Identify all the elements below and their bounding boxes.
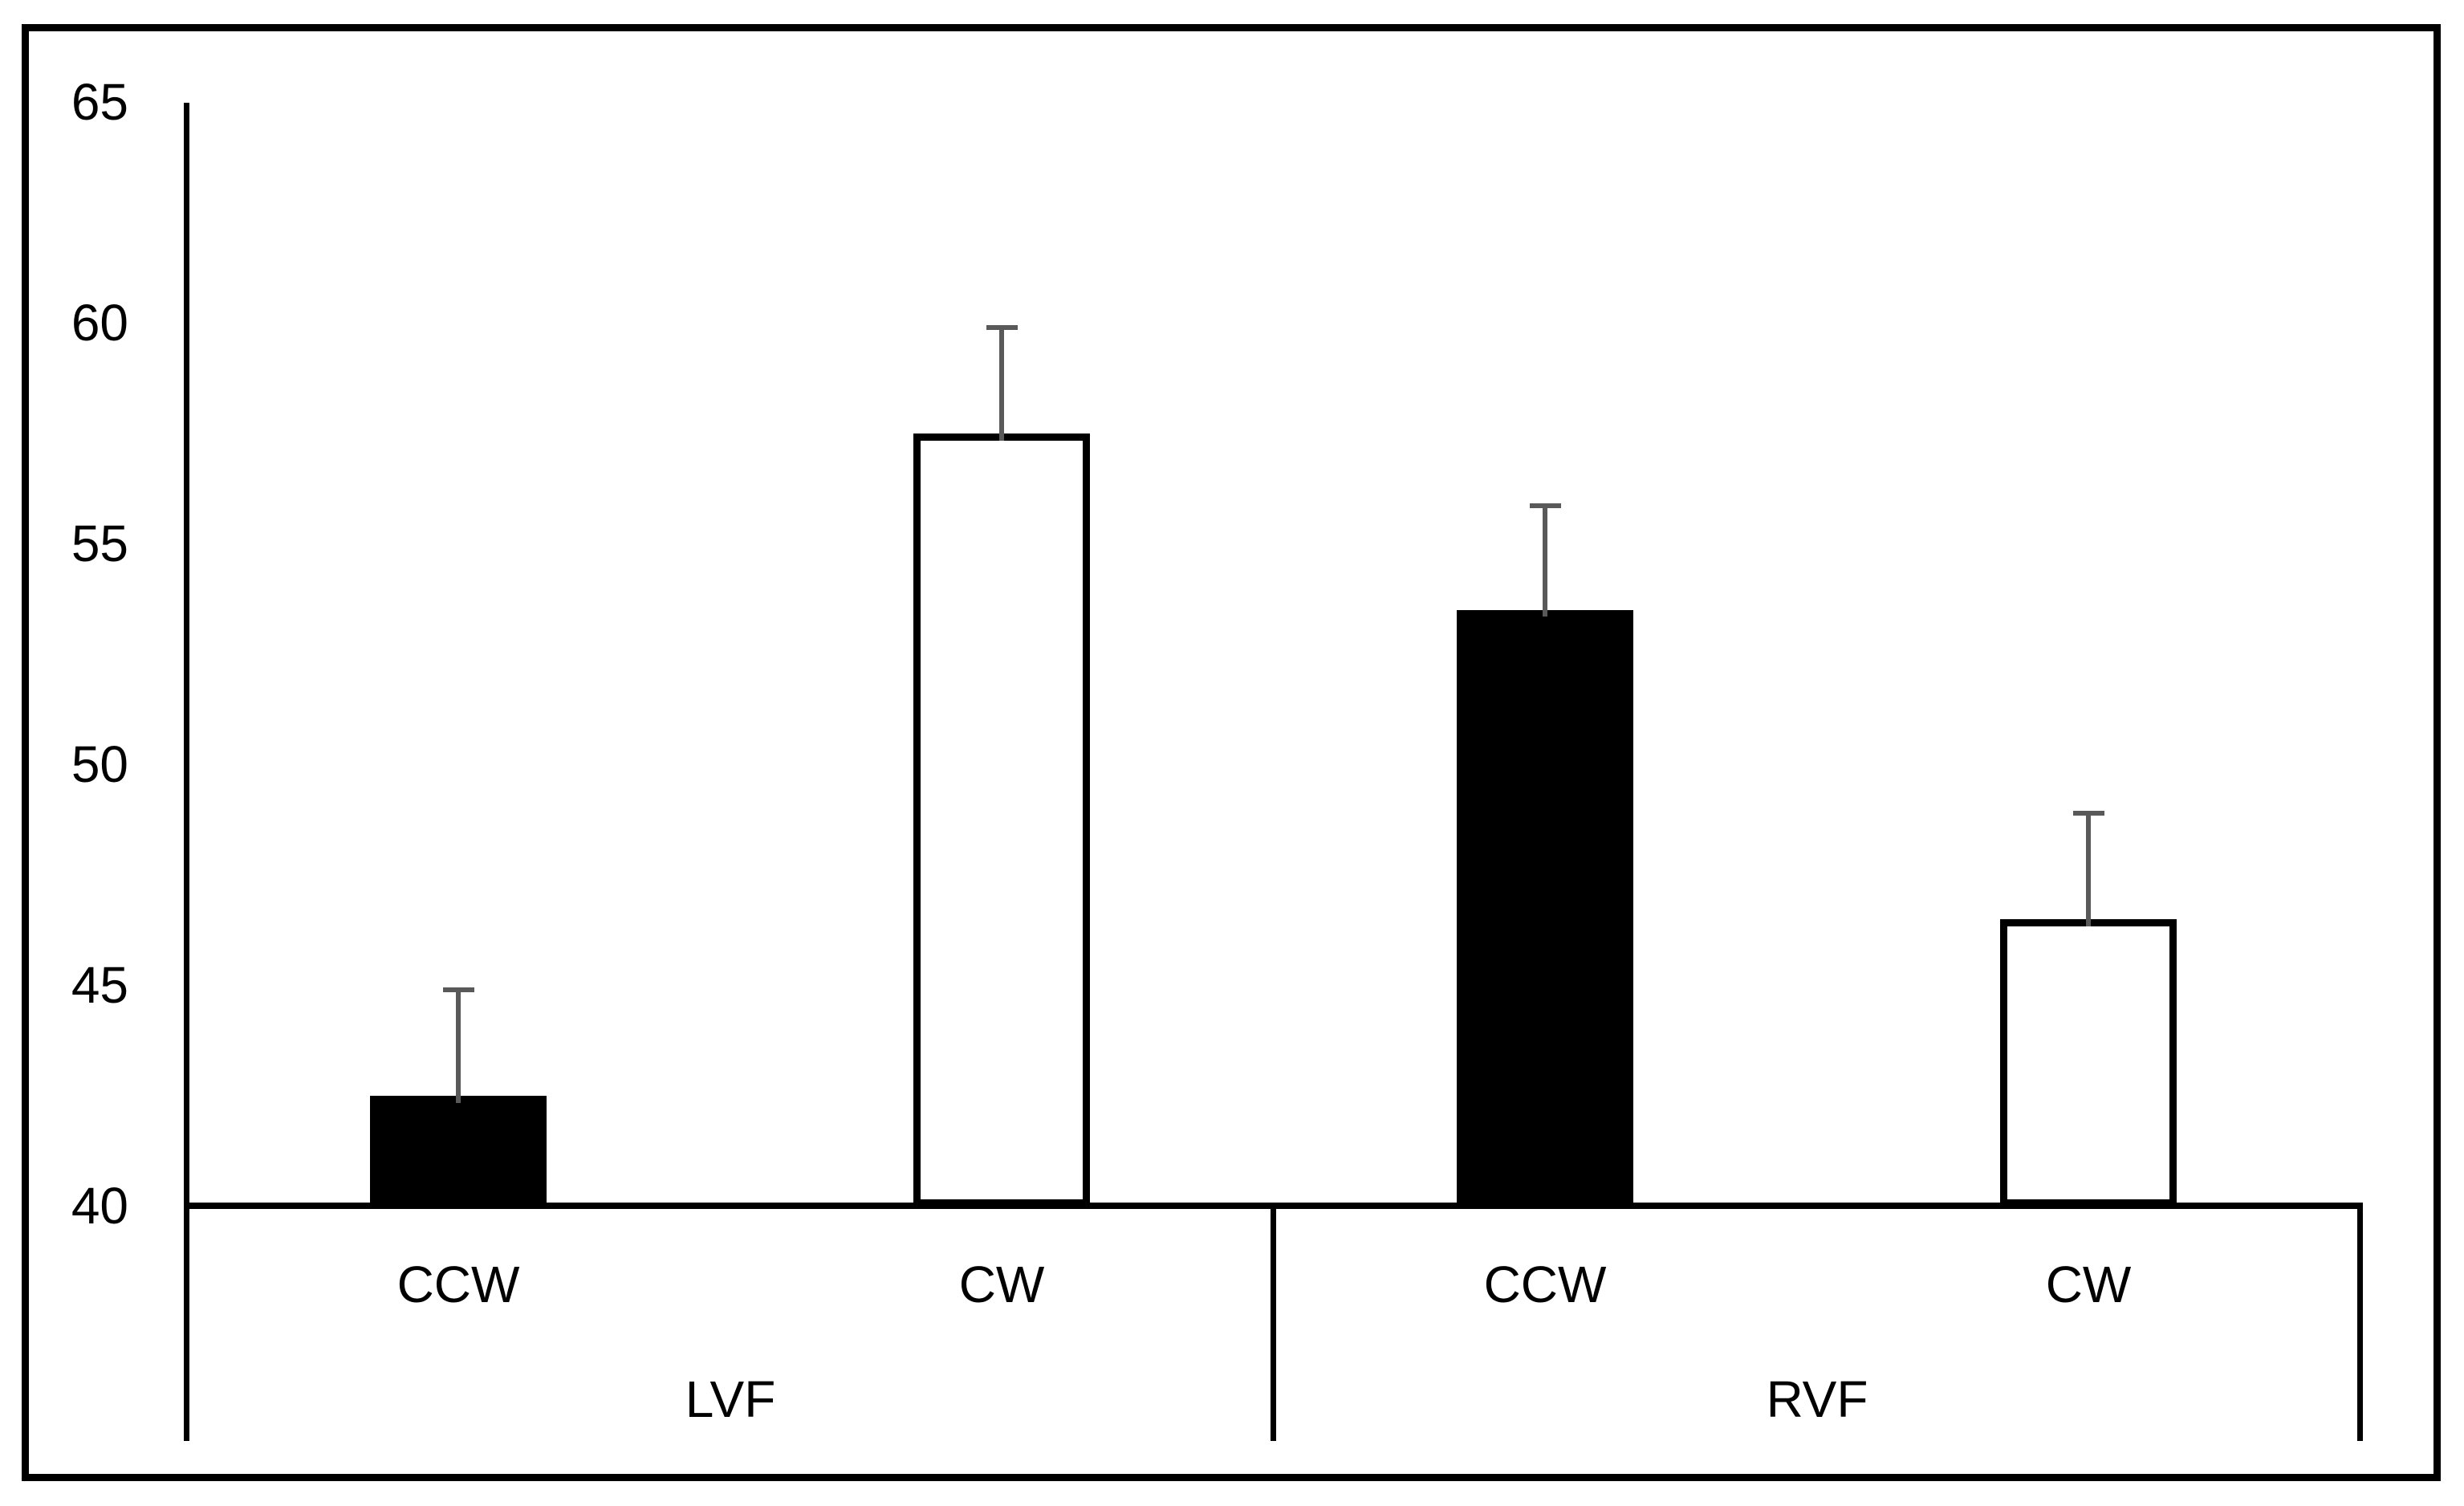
group-divider xyxy=(2357,1206,2363,1441)
error-bar-line xyxy=(1543,506,1547,617)
error-bar-line xyxy=(456,990,461,1103)
error-bar-cap xyxy=(986,325,1018,330)
bar-lvf-ccw xyxy=(370,1096,547,1207)
bar-rvf-ccw xyxy=(1457,610,1633,1207)
bar-lvf-cw xyxy=(913,433,1090,1207)
y-tick-label: 65 xyxy=(71,73,128,131)
group-label: LVF xyxy=(685,1370,776,1428)
error-bar-line xyxy=(2086,813,2091,926)
figure-border xyxy=(22,24,2441,1481)
category-label: CCW xyxy=(1483,1256,1607,1313)
y-tick-label: 45 xyxy=(71,956,128,1014)
group-label: RVF xyxy=(1766,1370,1868,1428)
y-tick-label: 50 xyxy=(71,735,128,793)
error-bar-cap xyxy=(443,987,474,992)
y-tick-label: 40 xyxy=(71,1177,128,1235)
category-label: CW xyxy=(2045,1256,2132,1313)
bar-rvf-cw xyxy=(2000,919,2177,1207)
group-divider xyxy=(1271,1206,1276,1441)
error-bar-cap xyxy=(1530,503,1561,508)
y-tick-label: 55 xyxy=(71,515,128,572)
y-tick-label: 60 xyxy=(71,294,128,352)
category-label: CCW xyxy=(396,1256,520,1313)
error-bar-cap xyxy=(2073,811,2104,816)
y-axis-line xyxy=(184,103,189,1441)
category-label: CW xyxy=(958,1256,1045,1313)
error-bar-line xyxy=(999,328,1004,441)
